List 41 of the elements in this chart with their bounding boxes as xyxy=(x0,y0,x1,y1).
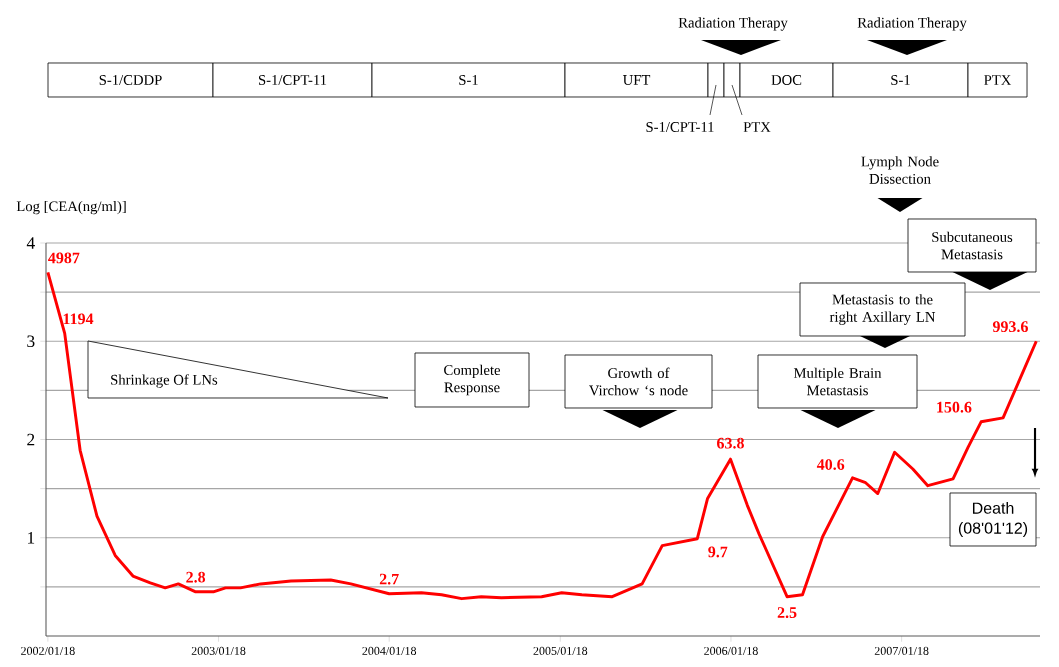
y-tick-label: 1 xyxy=(28,532,35,544)
y-axis-title: Log [CEA(ng/ml)] xyxy=(16,200,126,215)
annotation: 9.7 xyxy=(708,546,728,558)
x-tick-label: 2007/01/18 xyxy=(874,646,929,655)
annotation: 40.6 xyxy=(816,459,845,470)
text: Radiation Therapy xyxy=(857,17,967,31)
annotation: 993.6 xyxy=(992,321,1028,333)
annotation: 4987 xyxy=(48,252,80,264)
annotation: 2.5 xyxy=(777,607,797,619)
y-tick-label: 3 xyxy=(27,335,35,348)
x-tick-label: 2002/01/18 xyxy=(21,646,75,655)
annotation: 150.6 xyxy=(937,401,972,413)
text: Lymph Node Dissection xyxy=(861,156,939,184)
annotation: 2.7 xyxy=(379,573,399,585)
text: PTX xyxy=(984,75,1012,85)
x-tick-label: 2003/01/18 xyxy=(191,646,246,655)
annotation: Growth of Virchow ‘s node xyxy=(589,367,688,396)
annotation: 63.8 xyxy=(717,437,744,449)
text: S-1 xyxy=(891,75,910,85)
x-tick-label: 2004/01/18 xyxy=(362,646,417,655)
y-tick-label: 2 xyxy=(27,433,35,446)
text: PTX xyxy=(743,122,771,132)
x-tick-label: 2006/01/18 xyxy=(704,646,758,655)
annotation: 2.8 xyxy=(186,571,206,583)
text: UFT xyxy=(622,75,651,85)
y-tick-label: 4 xyxy=(26,237,35,249)
text: S-1/CPT-11 xyxy=(646,122,714,132)
text: S-1 xyxy=(459,75,478,85)
annotation: Multiple Brain Metastasis xyxy=(793,367,882,396)
annotation: Subcutaneous Metastasis xyxy=(932,231,1013,260)
text: Radiation Therapy xyxy=(678,17,788,31)
annotation: Death (08'01'12) xyxy=(958,502,1028,537)
text: S-1/CDDP xyxy=(99,75,162,85)
annotation: Complete Response xyxy=(444,364,501,396)
text: DOC xyxy=(771,75,802,85)
text: S-1/CPT-11 xyxy=(258,75,327,85)
x-tick-label: 2005/01/18 xyxy=(533,646,588,655)
annotation: Metastasis to the right Axillary LN xyxy=(829,294,936,325)
line-series xyxy=(46,271,1038,601)
annotation: 1194 xyxy=(63,313,94,325)
annotation: Shrinkage Of LNs xyxy=(111,374,218,388)
